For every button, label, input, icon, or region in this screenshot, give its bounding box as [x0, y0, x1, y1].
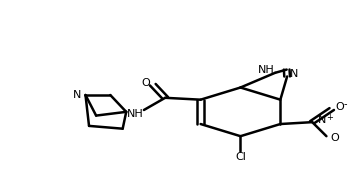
Text: +: +: [326, 113, 333, 122]
Text: Cl: Cl: [235, 152, 246, 162]
Text: O: O: [141, 78, 150, 88]
Text: O: O: [330, 133, 339, 143]
Text: -: -: [343, 99, 347, 109]
Text: NH: NH: [258, 65, 275, 75]
Text: NH: NH: [127, 109, 144, 119]
Text: N: N: [290, 69, 298, 79]
Text: O: O: [335, 102, 344, 112]
Text: N: N: [72, 90, 81, 100]
Text: N: N: [318, 115, 326, 125]
